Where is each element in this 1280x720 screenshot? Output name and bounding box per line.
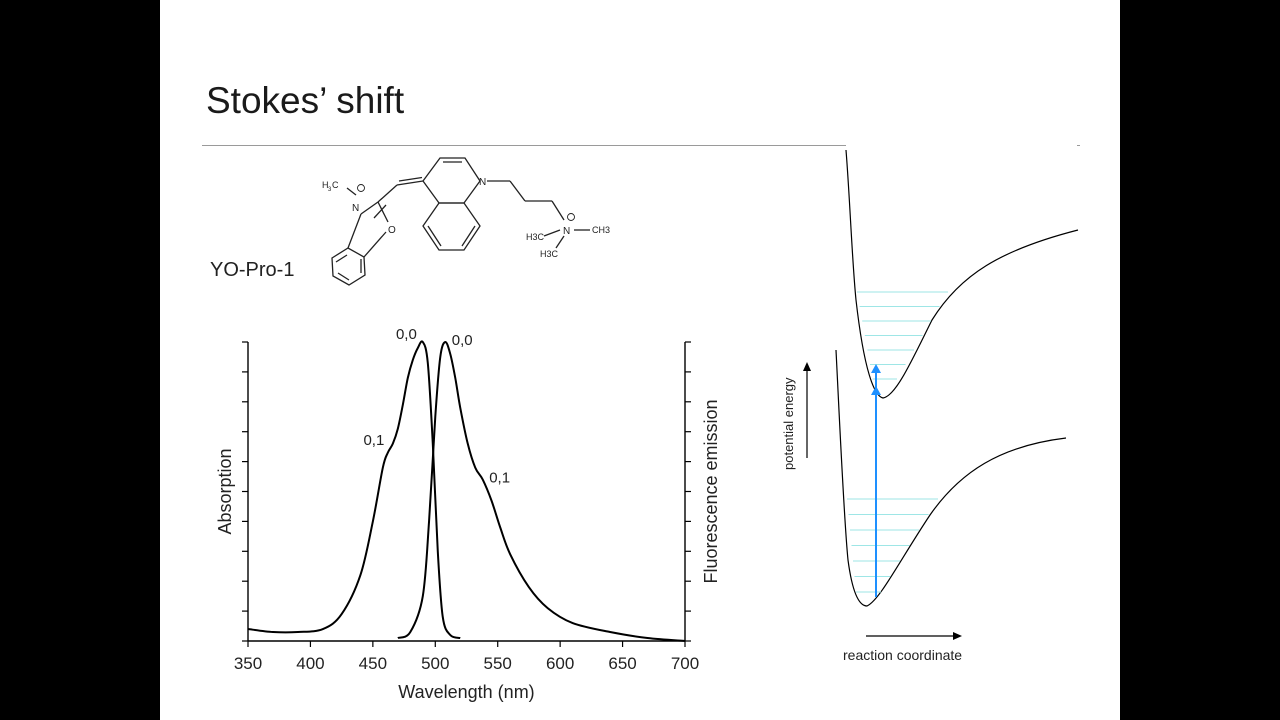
arrow-up-icon <box>803 362 811 371</box>
potential-energy-label: potential energy <box>781 377 796 470</box>
x-tick-label: 500 <box>421 654 449 673</box>
ground-vibrational-levels <box>847 498 938 593</box>
quinoline-benzo-ring <box>422 202 481 251</box>
slide-title: Stokes’ shift <box>206 80 405 121</box>
atom-label-h3c-c: H3C <box>540 249 559 259</box>
atom-label-n-ring: N <box>479 177 486 188</box>
peak-annotation: 0,1 <box>489 470 510 487</box>
slide: Stokes’ shift <box>160 0 1120 720</box>
excited-state-curve <box>845 149 1079 399</box>
excitation-arrow-head <box>871 364 881 373</box>
atom-label-h: H <box>322 180 329 190</box>
slide-canvas: H 3 C N O N N H3C CH3 H3C YO-Pro-1 350 40… <box>202 145 1080 702</box>
right-axis-title: Fluorescence emission <box>701 399 721 583</box>
atom-label-h3c-a: H3C <box>526 232 545 242</box>
atom-label-o: O <box>388 225 396 236</box>
x-tick-label: 400 <box>296 654 324 673</box>
excited-vibrational-levels <box>857 291 948 380</box>
peak-annotation: 0,1 <box>363 432 384 449</box>
plus-charge-icon <box>357 184 365 192</box>
x-tick-label: 350 <box>234 654 262 673</box>
spectrum-chart: 350 400 450 500 550 600 650 700 Wavelength (nm) A… <box>215 326 721 702</box>
ground-state-curve <box>835 349 1067 607</box>
atom-label-3: 3 <box>328 187 332 193</box>
atom-label-c: C <box>332 180 339 190</box>
yo-pro-1-structure <box>331 157 590 286</box>
x-tick-label: 450 <box>359 654 387 673</box>
quinoline-pyridine-ring <box>422 157 481 204</box>
x-tick-label: 650 <box>608 654 636 673</box>
x-tick-label: 550 <box>484 654 512 673</box>
atom-label-n-plus: N <box>352 203 359 214</box>
atom-label-n-quat: N <box>563 226 570 237</box>
x-tick-label: 700 <box>671 654 699 673</box>
emission-curve <box>397 341 686 642</box>
x-tick-label: 600 <box>546 654 574 673</box>
oxazole-bond <box>347 213 362 249</box>
energy-diagram: potential energy reaction coordinate <box>781 149 1079 663</box>
peak-annotation: 0,0 <box>452 332 473 349</box>
molecule-name: YO-Pro-1 <box>210 259 294 281</box>
reaction-coordinate-label: reaction coordinate <box>843 647 962 663</box>
left-axis-title: Absorption <box>215 448 235 534</box>
excitation-arrow-head-inner <box>871 386 881 395</box>
arrow-right-icon <box>953 632 962 640</box>
peak-annotation: 0,0 <box>396 326 417 343</box>
atom-label-ch3-b: CH3 <box>592 225 610 235</box>
absorption-curve <box>247 340 461 639</box>
x-axis-title: Wavelength (nm) <box>398 682 534 702</box>
plus-charge-icon <box>567 213 575 221</box>
